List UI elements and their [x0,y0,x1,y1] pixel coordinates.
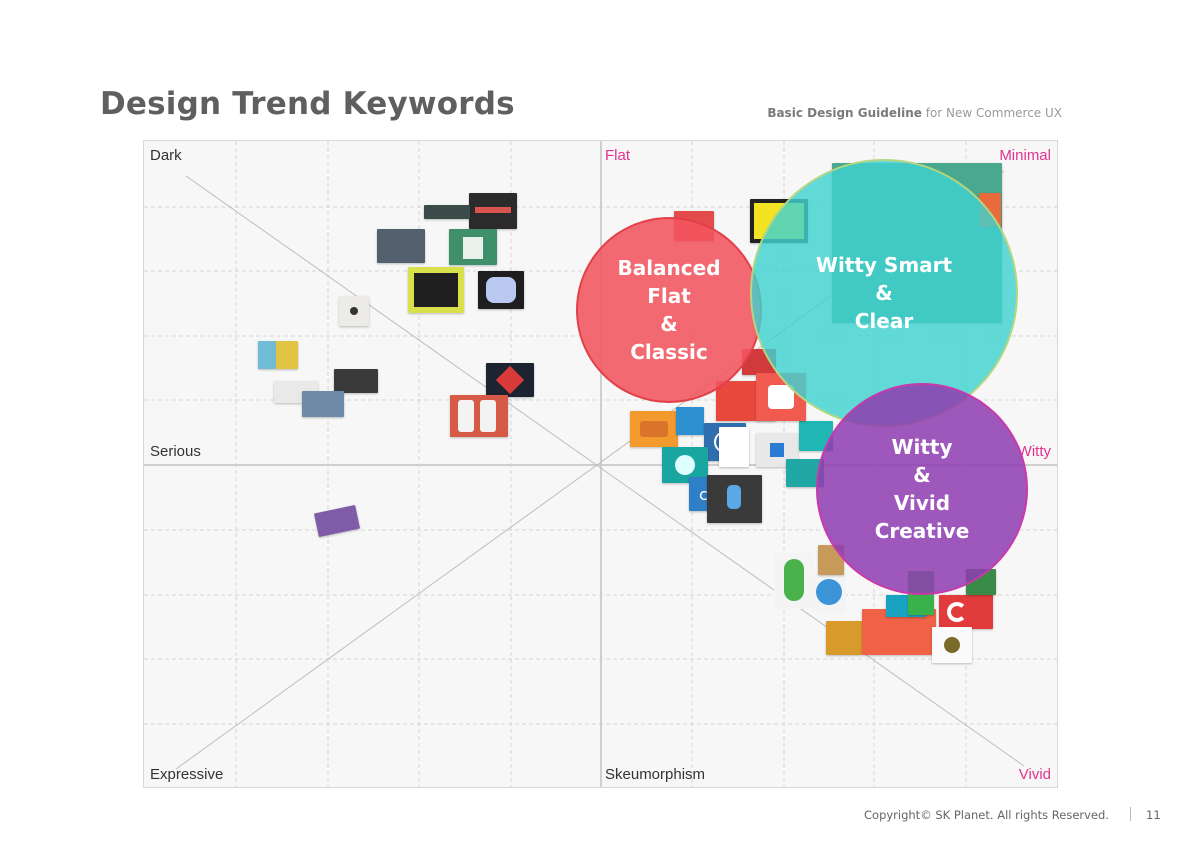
thumbnail-image [826,621,862,655]
thumbnail-image [676,407,704,435]
thumbnail-image [478,271,524,309]
copyright-text: Copyright© SK Planet. All rights Reserve… [864,808,1109,822]
thumbnail-image [408,267,464,313]
footer-separator [1130,807,1131,821]
thumbnail-image [377,229,425,263]
label-skeumorphism: Skeumorphism [605,766,706,783]
label-serious: Serious [150,443,201,460]
label-minimal: Minimal [999,147,1051,164]
label-vivid: Vivid [1018,766,1051,783]
thumbnail-image [469,193,517,229]
thumbnail-image [939,595,993,629]
thumbnail-image [812,573,846,613]
subtitle-rest: for New Commerce UX [921,106,1062,120]
trend-map: Dark Flat Minimal Serious Witty Expressi… [143,140,1058,788]
thumbnail-image [449,229,497,265]
cluster-balanced-flat-classic: Balanced Flat & Classic [576,217,762,403]
label-witty: Witty [1017,443,1051,460]
label-expressive: Expressive [150,766,224,783]
thumbnail-image [302,391,344,417]
thumbnail-image [486,363,534,397]
thumbnail-image [630,411,678,447]
page-title: Design Trend Keywords [100,86,515,122]
thumbnail-image [932,627,972,663]
thumbnail-image [258,341,298,369]
cluster-witty-smart-clear: Witty Smart & Clear [750,159,1018,427]
page-subtitle: Basic Design Guideline for New Commerce … [767,106,1062,120]
thumbnail-image [339,296,369,326]
thumbnail-image [719,427,749,467]
label-dark: Dark [150,147,182,164]
page-number: 11 [1146,808,1161,822]
thumbnail-image [424,205,470,219]
thumbnail-image [334,369,378,393]
cluster-witty-vivid-creative: Witty & Vivid Creative [816,383,1028,595]
subtitle-bold: Basic Design Guideline [767,106,922,120]
label-flat: Flat [605,147,631,164]
thumbnail-image [774,553,814,609]
thumbnail-image [450,395,508,437]
thumbnail-image [707,475,762,523]
